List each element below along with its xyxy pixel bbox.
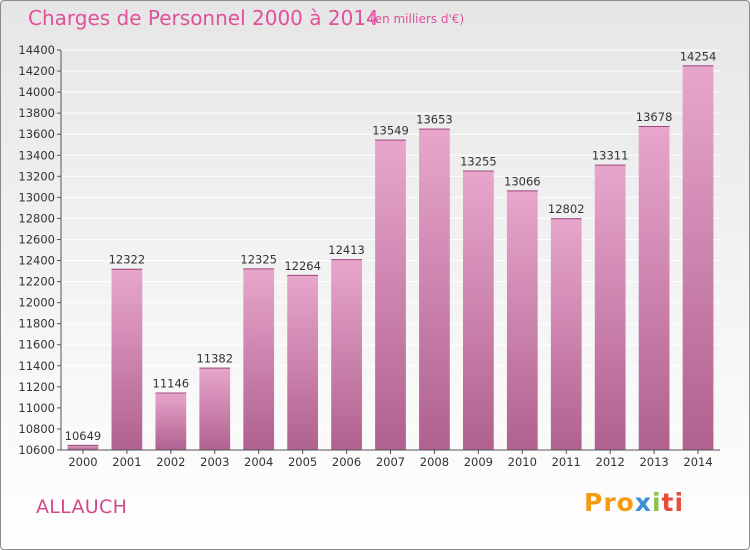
y-tick-label: 11600	[18, 338, 55, 352]
data-label: 12413	[328, 243, 365, 257]
y-tick-label: 13200	[18, 169, 55, 183]
data-label: 13066	[504, 174, 541, 188]
bar	[550, 218, 582, 450]
data-label: 12325	[240, 252, 277, 266]
x-tick-label: 2014	[683, 455, 712, 469]
y-tick-label: 12200	[18, 275, 55, 289]
x-tick-label: 2009	[464, 455, 493, 469]
bar	[155, 392, 187, 450]
x-tick-label: 2013	[639, 455, 668, 469]
bar	[243, 268, 275, 450]
x-tick-label: 2005	[288, 455, 317, 469]
bar	[638, 126, 670, 450]
bar	[331, 259, 362, 450]
data-label: 12802	[548, 202, 585, 216]
y-tick-label: 13600	[18, 127, 55, 141]
y-tick-label: 13800	[18, 106, 55, 120]
y-tick-label: 11800	[18, 317, 55, 331]
data-label: 12264	[284, 259, 321, 273]
logo-part: i	[651, 488, 662, 517]
y-tick-label: 13000	[18, 190, 55, 204]
y-tick-label: 11000	[18, 401, 55, 415]
bar	[287, 274, 319, 450]
y-tick-label: 12600	[18, 232, 55, 246]
data-label: 12322	[109, 253, 146, 267]
y-tick-label: 11400	[18, 359, 55, 373]
data-label: 14254	[680, 49, 717, 63]
bar	[594, 164, 626, 450]
bar	[462, 170, 494, 451]
data-label: 13311	[592, 149, 629, 163]
x-tick-label: 2006	[332, 455, 361, 469]
x-tick-label: 2002	[156, 455, 185, 469]
x-tick-label: 2010	[508, 455, 537, 469]
x-tick-label: 2001	[112, 455, 141, 469]
y-tick-label: 12800	[18, 211, 55, 225]
bar	[375, 139, 406, 450]
bar	[111, 268, 143, 450]
data-labels: 10649 12322 11146 11382 12325 12264 12413 13549…	[65, 49, 717, 442]
data-label: 11382	[196, 352, 233, 366]
y-tick-label: 10800	[18, 422, 55, 436]
chart-subtitle: (en milliers d'€)	[370, 12, 465, 26]
y-tick-label: 13400	[18, 148, 55, 162]
y-tick-label: 14400	[18, 43, 55, 57]
proxiti-logo[interactable]: Proxiti	[584, 488, 684, 517]
x-tick-label: 2008	[420, 455, 449, 469]
y-axis: 10600 10800 11000 11200 11400 11600 11800 12000…	[18, 43, 62, 457]
x-tick-label: 2011	[552, 455, 581, 469]
x-tick-label: 2003	[200, 455, 229, 469]
data-label: 13255	[460, 155, 497, 169]
logo-part: x	[634, 488, 652, 517]
bar	[419, 128, 450, 450]
x-axis: 2000 2001 2002 2003 2004 2005 2006 2007 2008 2009…	[61, 449, 720, 469]
data-label: 11146	[153, 377, 190, 391]
logo-part: Pro	[584, 488, 635, 517]
y-tick-label: 11200	[18, 380, 55, 394]
bar	[506, 190, 538, 450]
y-tick-label: 12000	[18, 296, 55, 310]
bars	[67, 65, 714, 451]
data-label: 10649	[65, 429, 102, 443]
bar	[67, 444, 99, 450]
chart-title: Charges de Personnel 2000 à 2014	[28, 6, 379, 30]
y-tick-label: 14200	[18, 64, 55, 78]
data-label: 13549	[372, 124, 409, 138]
y-tick-label: 14000	[18, 85, 55, 99]
logo-part: ti	[661, 488, 685, 517]
bar	[682, 65, 714, 451]
x-tick-label: 2004	[244, 455, 273, 469]
y-tick-label: 12400	[18, 254, 55, 268]
data-label: 13678	[636, 110, 673, 124]
x-tick-label: 2007	[376, 455, 405, 469]
y-tick-label: 10600	[18, 443, 55, 457]
x-tick-label: 2000	[68, 455, 97, 469]
bar	[199, 367, 231, 450]
data-label: 13653	[416, 113, 453, 127]
x-tick-label: 2012	[596, 455, 625, 469]
city-name: ALLAUCH	[36, 496, 128, 518]
